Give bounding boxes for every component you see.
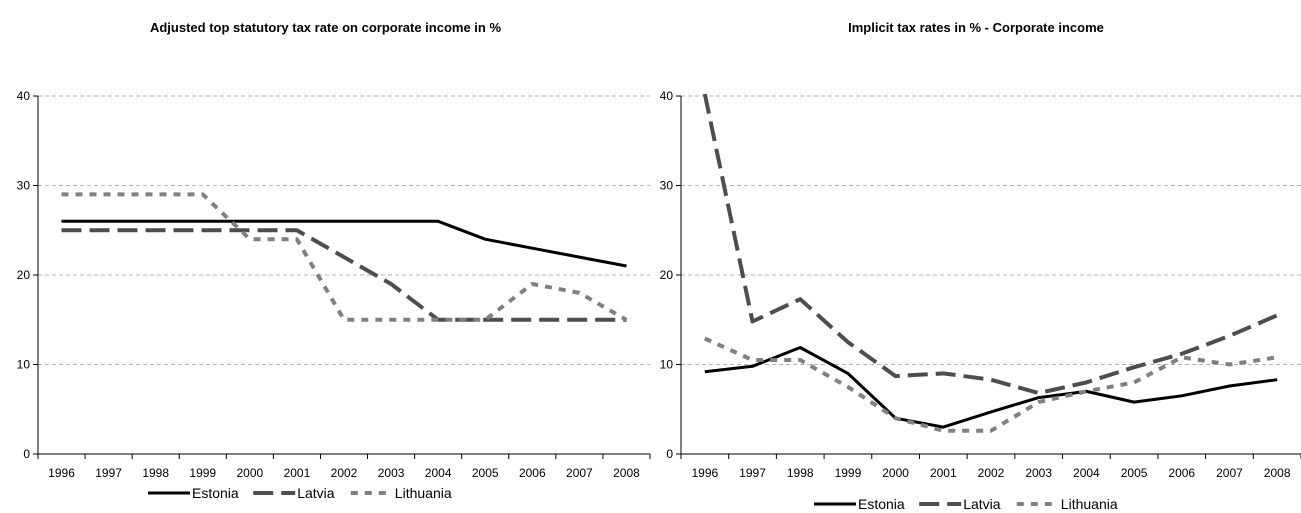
x-tick-label: 1999	[189, 466, 216, 480]
chart-title: Adjusted top statutory tax rate on corpo…	[149, 20, 502, 35]
x-tick-label: 1999	[835, 466, 862, 480]
series-line-latvia	[702, 93, 1278, 396]
y-tick-label: 30	[17, 179, 31, 193]
y-tick-label: 10	[17, 358, 31, 372]
x-tick-label: 2005	[472, 466, 499, 480]
chart-panel-statutory: Adjusted top statutory tax rate on corpo…	[17, 20, 651, 501]
legend-label-latvia: Latvia	[963, 496, 1001, 512]
legend: Estonia Latvia Lithuania	[148, 485, 452, 501]
x-tick-label: 1996	[691, 466, 718, 480]
y-tick-label: 10	[660, 358, 674, 372]
x-tick-label: 1996	[48, 466, 75, 480]
x-tick-label: 2006	[519, 466, 546, 480]
y-tick-label: 30	[660, 179, 674, 193]
x-tick-label: 2008	[613, 466, 640, 480]
legend-label-latvia: Latvia	[297, 485, 335, 501]
x-tick-label: 2008	[1264, 466, 1291, 480]
series-line-lithuania	[61, 192, 628, 322]
y-tick-label: 40	[660, 89, 674, 103]
x-tick-label: 2002	[978, 466, 1005, 480]
chart-title: Implicit tax rates in % - Corporate inco…	[848, 20, 1104, 35]
series-line-estonia	[704, 346, 1278, 429]
x-tick-label: 2006	[1168, 466, 1195, 480]
series-line-lithuania	[703, 336, 1278, 433]
chart-svg-implicit: 0 10 20 30 40 1996 1997 1998 1999 2000 2001 2002 200…	[660, 89, 1301, 512]
x-tick-label: 1998	[142, 466, 169, 480]
x-tick-label: 1997	[95, 466, 122, 480]
legend-label-estonia: Estonia	[192, 485, 239, 501]
legend-label-lithuania: Lithuania	[1061, 496, 1118, 512]
x-tick-label: 2005	[1121, 466, 1148, 480]
x-tick-label: 1998	[787, 466, 814, 480]
x-tick-label: 2000	[882, 466, 909, 480]
x-tick-label: 2003	[1025, 466, 1052, 480]
x-tick-label: 2003	[378, 466, 405, 480]
gridlines	[38, 95, 650, 365]
chart-svg-statutory: 0 10 20 30 40 1996 1997 1998 1999 2000 2001 2002 200…	[17, 89, 651, 501]
y-tick-label: 20	[660, 268, 674, 282]
x-tick-label: 2002	[331, 466, 358, 480]
x-tick-label: 2000	[236, 466, 263, 480]
y-tick-label: 0	[23, 447, 30, 461]
x-tick-label: 2001	[930, 466, 957, 480]
gridlines	[681, 95, 1301, 365]
y-tick-label: 40	[17, 89, 31, 103]
x-tick-label: 2001	[284, 466, 311, 480]
x-tick-label: 2007	[566, 466, 593, 480]
y-tick-label: 0	[666, 447, 673, 461]
series-line-estonia	[61, 219, 627, 268]
legend-label-estonia: Estonia	[858, 496, 905, 512]
x-tick-label: 2004	[425, 466, 452, 480]
x-tick-label: 2007	[1216, 466, 1243, 480]
series-line-latvia	[61, 228, 627, 322]
x-tick-label: 1997	[739, 466, 766, 480]
x-tick-label: 2004	[1073, 466, 1100, 480]
y-tick-label: 20	[17, 268, 31, 282]
legend-label-lithuania: Lithuania	[395, 485, 452, 501]
chart-panel-implicit: Implicit tax rates in % - Corporate inco…	[651, 0, 1301, 513]
legend: Estonia Latvia Lithuania	[814, 496, 1118, 512]
